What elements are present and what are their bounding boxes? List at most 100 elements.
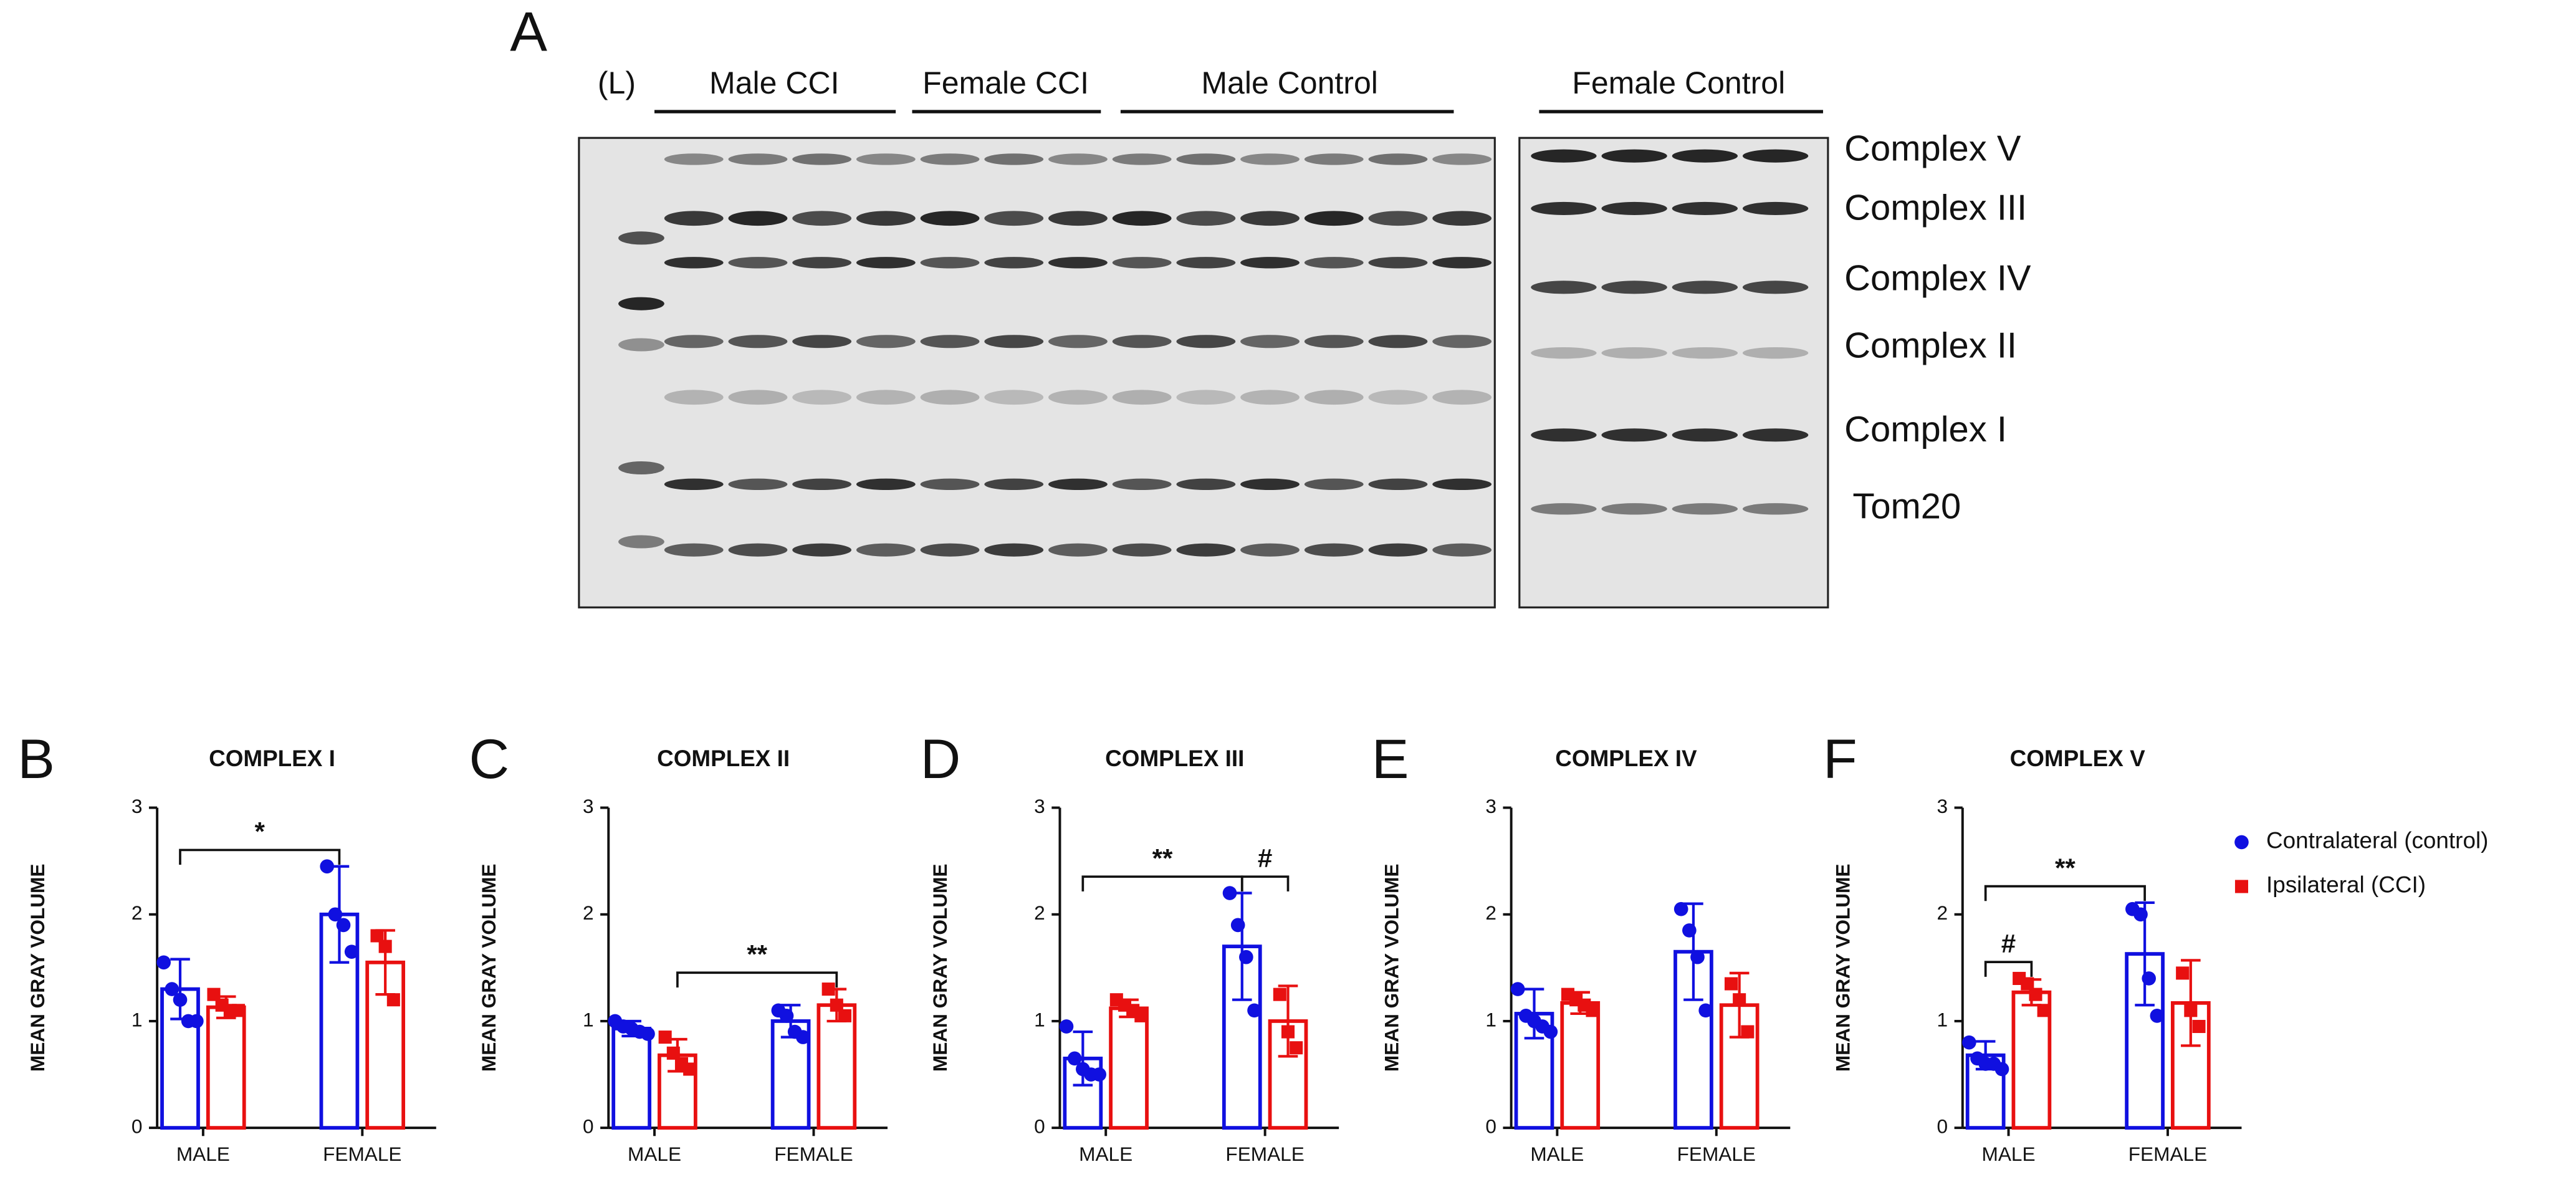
- band: [792, 335, 852, 348]
- band: [1304, 153, 1364, 165]
- data-point: [1134, 1009, 1148, 1022]
- y-axis-label: MEAN GRAY VOLUME: [477, 864, 500, 1072]
- data-point: [666, 1046, 680, 1060]
- band: [1672, 428, 1738, 442]
- data-point: [207, 987, 221, 1001]
- band: [1432, 543, 1492, 557]
- band: [1112, 335, 1172, 348]
- band: [1112, 390, 1172, 405]
- band: [1048, 543, 1108, 557]
- y-axis-label: MEAN GRAY VOLUME: [1832, 864, 1854, 1072]
- band: [1048, 211, 1108, 226]
- significance-label: **: [747, 939, 767, 969]
- band: [728, 543, 788, 557]
- band: [618, 535, 664, 549]
- group-label: Female Control: [1572, 65, 1785, 100]
- band: [1304, 478, 1364, 491]
- band: [1112, 211, 1172, 226]
- band: [664, 543, 724, 557]
- data-point: [1092, 1067, 1106, 1082]
- data-point: [378, 939, 392, 953]
- data-point: [1273, 987, 1286, 1001]
- band: [1601, 347, 1667, 359]
- panel-letter: E: [1372, 728, 1409, 790]
- band-label: Complex I: [1844, 410, 2007, 449]
- y-tick-label: 2: [1937, 901, 1948, 924]
- data-point: [779, 1009, 794, 1023]
- band: [856, 390, 916, 405]
- data-point: [1673, 901, 1688, 916]
- group-label: Male CCI: [709, 65, 839, 100]
- x-tick-label: FEMALE: [2128, 1143, 2207, 1165]
- data-point: [821, 983, 835, 996]
- data-point: [2029, 987, 2042, 1001]
- band: [1176, 153, 1236, 165]
- band: [1112, 543, 1172, 557]
- significance-label: #: [1258, 843, 1272, 873]
- band: [1176, 211, 1236, 226]
- significance-bracket: [1240, 875, 1290, 891]
- y-tick-label: 3: [132, 795, 143, 817]
- data-point: [1247, 1003, 1262, 1018]
- band: [1240, 335, 1300, 348]
- bar: [816, 1003, 857, 1130]
- x-tick-label: FEMALE: [1677, 1143, 1756, 1165]
- band: [984, 390, 1044, 405]
- x-tick-label: MALE: [628, 1143, 681, 1165]
- data-point: [1994, 1062, 2009, 1077]
- band: [1672, 149, 1738, 163]
- x-tick-label: MALE: [1530, 1143, 1584, 1165]
- chart-title: COMPLEX I: [209, 746, 335, 771]
- data-point: [156, 955, 171, 970]
- y-tick-label: 3: [1034, 795, 1045, 817]
- band: [920, 153, 980, 165]
- data-point: [641, 1027, 655, 1041]
- band: [618, 297, 664, 310]
- data-point: [796, 1030, 810, 1044]
- data-point: [2021, 977, 2034, 991]
- y-tick-label: 0: [1485, 1115, 1496, 1137]
- band-label: Tom20: [1852, 487, 1961, 527]
- band: [1240, 211, 1300, 226]
- x-tick-label: FEMALE: [774, 1143, 853, 1165]
- band: [1048, 478, 1108, 491]
- band: [1432, 478, 1492, 491]
- band: [728, 257, 788, 269]
- y-tick-label: 3: [583, 795, 594, 817]
- x-tick-label: MALE: [1079, 1143, 1132, 1165]
- band: [920, 478, 980, 491]
- significance-bracket: [1984, 885, 2146, 901]
- band: [984, 335, 1044, 348]
- x-tick-label: FEMALE: [323, 1143, 401, 1165]
- x-tick-label: MALE: [176, 1143, 230, 1165]
- band: [1742, 201, 1809, 215]
- band: [856, 543, 916, 557]
- band: [792, 153, 852, 165]
- band: [1672, 347, 1738, 359]
- y-axis-label: MEAN GRAY VOLUME: [929, 864, 951, 1072]
- data-point: [658, 1031, 672, 1044]
- band: [984, 153, 1044, 165]
- band: [728, 478, 788, 491]
- panel-letter: D: [921, 728, 961, 790]
- band: [1176, 543, 1236, 557]
- data-point: [1682, 923, 1697, 938]
- data-point: [386, 993, 400, 1007]
- y-tick-label: 3: [1937, 795, 1948, 817]
- y-tick-label: 1: [1034, 1008, 1045, 1031]
- y-tick-label: 1: [1937, 1008, 1948, 1031]
- data-point: [1067, 1051, 1082, 1066]
- data-point: [1962, 1035, 1976, 1050]
- band: [1240, 478, 1300, 491]
- band: [1531, 281, 1597, 294]
- significance-label: **: [1152, 843, 1173, 873]
- data-point: [683, 1062, 697, 1076]
- x-tick-label: MALE: [1982, 1143, 2036, 1165]
- group-label: Female CCI: [922, 65, 1089, 100]
- band-label: Complex V: [1844, 129, 2021, 169]
- legend-label: Contralateral (control): [2266, 828, 2488, 853]
- band: [1601, 281, 1667, 294]
- data-point: [344, 944, 359, 959]
- band: [1368, 390, 1428, 405]
